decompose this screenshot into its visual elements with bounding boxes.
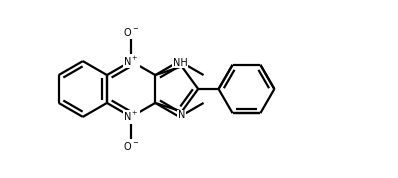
Text: N: N xyxy=(178,110,185,120)
Text: O$^-$: O$^-$ xyxy=(123,140,139,152)
Text: NH: NH xyxy=(173,58,187,68)
Text: O$^-$: O$^-$ xyxy=(123,26,139,38)
Text: N$^+$: N$^+$ xyxy=(123,55,139,68)
Text: N$^+$: N$^+$ xyxy=(123,110,139,123)
